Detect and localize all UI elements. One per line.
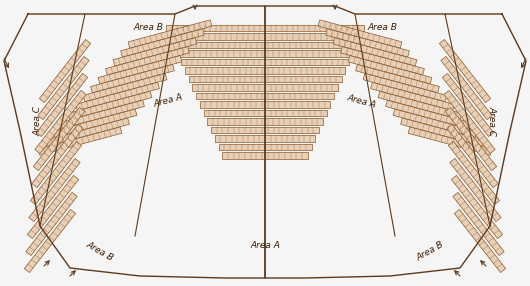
- Polygon shape: [192, 84, 338, 91]
- Polygon shape: [166, 25, 364, 31]
- Polygon shape: [222, 152, 308, 159]
- Text: Area C: Area C: [488, 106, 497, 136]
- Polygon shape: [53, 109, 137, 137]
- Polygon shape: [196, 93, 334, 99]
- Polygon shape: [370, 82, 454, 111]
- Polygon shape: [28, 175, 78, 239]
- Polygon shape: [30, 142, 82, 204]
- Text: Area B: Area B: [367, 23, 397, 33]
- Polygon shape: [177, 50, 353, 57]
- Polygon shape: [386, 100, 470, 128]
- Polygon shape: [443, 74, 493, 136]
- Polygon shape: [439, 39, 491, 103]
- Polygon shape: [173, 42, 357, 48]
- Polygon shape: [363, 74, 447, 102]
- Text: Area B: Area B: [133, 23, 163, 33]
- Polygon shape: [33, 108, 85, 170]
- Polygon shape: [325, 29, 409, 57]
- Polygon shape: [215, 135, 315, 142]
- Polygon shape: [83, 74, 167, 102]
- Polygon shape: [447, 124, 498, 188]
- Polygon shape: [401, 118, 484, 146]
- Polygon shape: [452, 175, 502, 239]
- Polygon shape: [211, 127, 319, 133]
- Polygon shape: [393, 109, 477, 137]
- Polygon shape: [98, 55, 182, 84]
- Polygon shape: [29, 158, 80, 222]
- Text: Area A: Area A: [153, 93, 183, 109]
- Polygon shape: [181, 59, 349, 65]
- Polygon shape: [333, 38, 417, 66]
- Polygon shape: [170, 33, 360, 40]
- Text: Area A: Area A: [347, 93, 377, 109]
- Polygon shape: [341, 47, 425, 75]
- Text: Area B: Area B: [415, 240, 445, 262]
- Polygon shape: [441, 56, 492, 120]
- Polygon shape: [91, 64, 174, 93]
- Polygon shape: [348, 55, 432, 84]
- Polygon shape: [105, 47, 189, 75]
- Polygon shape: [26, 192, 77, 256]
- Polygon shape: [68, 91, 152, 120]
- Polygon shape: [60, 100, 144, 128]
- Polygon shape: [39, 39, 91, 103]
- Polygon shape: [454, 209, 506, 273]
- Polygon shape: [448, 142, 500, 204]
- Polygon shape: [200, 101, 330, 108]
- Polygon shape: [113, 38, 197, 66]
- Polygon shape: [46, 118, 129, 146]
- Polygon shape: [185, 67, 345, 74]
- Polygon shape: [189, 76, 341, 82]
- Polygon shape: [445, 108, 497, 170]
- Polygon shape: [356, 64, 439, 93]
- Text: Area C: Area C: [33, 106, 42, 136]
- Polygon shape: [218, 144, 312, 150]
- Polygon shape: [76, 82, 160, 111]
- Polygon shape: [38, 56, 89, 120]
- Polygon shape: [35, 90, 86, 154]
- Polygon shape: [128, 20, 212, 48]
- Polygon shape: [121, 29, 205, 57]
- Polygon shape: [453, 192, 504, 256]
- Polygon shape: [318, 20, 402, 48]
- Polygon shape: [207, 118, 323, 125]
- Polygon shape: [24, 209, 76, 273]
- Text: Area B: Area B: [85, 240, 115, 262]
- Polygon shape: [32, 124, 83, 188]
- Polygon shape: [38, 127, 122, 155]
- Polygon shape: [444, 90, 495, 154]
- Polygon shape: [378, 91, 462, 120]
- Polygon shape: [408, 127, 492, 155]
- Polygon shape: [450, 158, 501, 222]
- Polygon shape: [204, 110, 326, 116]
- Text: Area A: Area A: [250, 241, 280, 251]
- Polygon shape: [37, 74, 87, 136]
